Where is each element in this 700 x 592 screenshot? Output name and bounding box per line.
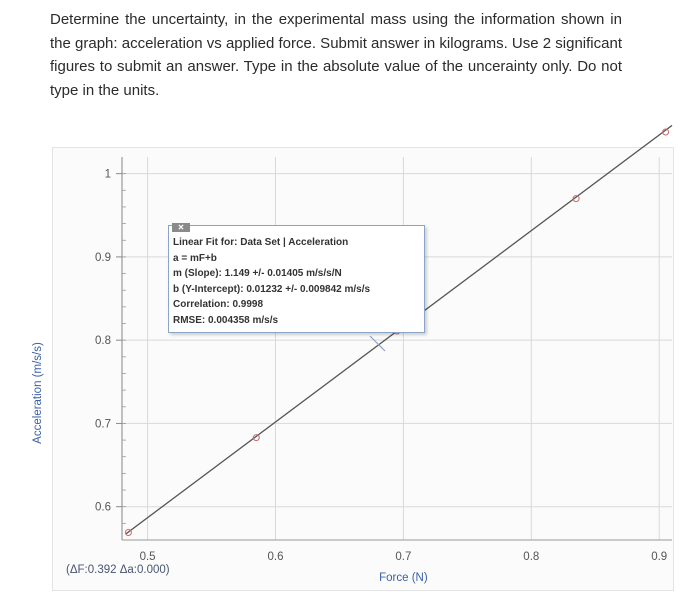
x-tick-label: 0.8 xyxy=(523,551,539,563)
question-text: Determine the uncertainty, in the experi… xyxy=(50,8,622,102)
graph-panel xyxy=(52,147,674,591)
fit-title: Linear Fit for: Data Set | Acceleration xyxy=(173,237,349,248)
y-tick-label: 0.7 xyxy=(95,418,111,430)
data-point xyxy=(662,128,670,136)
x-tick-label: 0.6 xyxy=(267,551,283,563)
fit-box-pointer xyxy=(369,335,386,352)
y-tick-label: 0.6 xyxy=(95,502,111,514)
x-tick-label: 0.5 xyxy=(140,551,156,563)
y-axis-label: Acceleration (m/s/s) xyxy=(32,342,44,444)
delta-readout: (ΔF:0.392 Δa:0.000) xyxy=(66,564,170,576)
x-tick-label: 0.9 xyxy=(651,551,667,563)
fit-slope: m (Slope): 1.149 +/- 0.01405 m/s/s/N xyxy=(173,268,342,279)
data-point xyxy=(124,529,132,537)
x-axis-label: Force (N) xyxy=(379,572,428,584)
y-tick-label: 0.9 xyxy=(95,252,111,264)
question-paragraph: Determine the uncertainty, in the experi… xyxy=(50,11,622,99)
fit-equation: a = mF+b xyxy=(173,252,217,264)
linear-fit-box[interactable]: ✕ Linear Fit for: Data Set | Acceleratio… xyxy=(168,223,425,333)
y-tick-label: 0.8 xyxy=(95,335,111,347)
data-point xyxy=(572,195,580,203)
x-tick-label: 0.7 xyxy=(395,551,411,563)
fit-rmse: RMSE: 0.004358 m/s/s xyxy=(173,314,279,326)
y-tick-label: 1 xyxy=(105,169,111,181)
fit-intercept: b (Y-Intercept): 0.01232 +/- 0.009842 m/… xyxy=(173,283,371,295)
close-icon[interactable]: ✕ xyxy=(172,223,190,232)
fit-correlation: Correlation: 0.9998 xyxy=(173,299,264,310)
data-point xyxy=(252,434,260,442)
